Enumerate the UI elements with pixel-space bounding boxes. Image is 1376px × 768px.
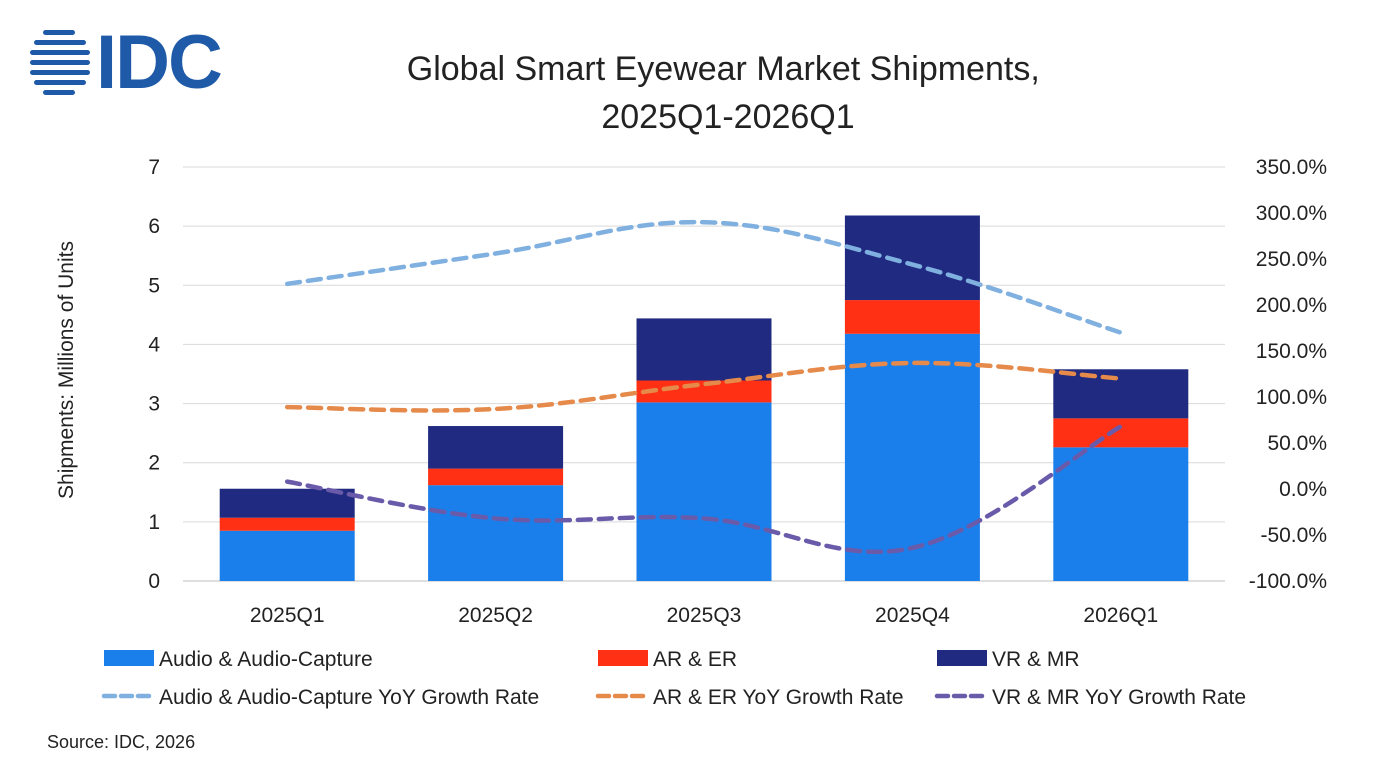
bar-segment bbox=[1053, 418, 1189, 448]
x-axis-ticks: 2025Q1 2025Q2 2025Q3 2025Q4 2026Q1 bbox=[250, 604, 1158, 627]
y-tick-label: 4 bbox=[148, 333, 160, 356]
x-tick-label: 2025Q2 bbox=[458, 604, 533, 627]
y-tick-label: 0 bbox=[148, 570, 160, 593]
growth-line bbox=[284, 219, 1124, 335]
y2-axis-ticks: -100.0% -50.0% 0.0% 50.0% 100.0% 150.0% 200.0%… bbox=[1249, 156, 1327, 593]
bar-segment bbox=[844, 333, 980, 581]
chart-title-line-1: Global Smart Eyewear Market Shipments, bbox=[407, 50, 1040, 88]
bar-segment bbox=[219, 530, 355, 581]
legend-label: Audio & Audio-Capture bbox=[159, 648, 373, 671]
y2-tick-label: 250.0% bbox=[1256, 248, 1327, 271]
y-tick-label: 7 bbox=[148, 156, 160, 179]
bar-segment bbox=[844, 300, 980, 334]
y-tick-label: 5 bbox=[148, 274, 160, 297]
y-tick-label: 3 bbox=[148, 393, 160, 416]
chart-title: Global Smart Eyewear Market Shipments, 2… bbox=[407, 50, 1049, 136]
x-tick-label: 2025Q1 bbox=[250, 604, 325, 627]
idc-logo: IDC bbox=[30, 20, 223, 105]
y-axis-label: Shipments: Millions of Units bbox=[55, 241, 78, 499]
y2-tick-label: 300.0% bbox=[1256, 202, 1327, 225]
source-note: Source: IDC, 2026 bbox=[47, 732, 195, 752]
y2-tick-label: 50.0% bbox=[1267, 432, 1327, 455]
globe-icon bbox=[30, 30, 90, 95]
x-tick-label: 2025Q3 bbox=[667, 604, 742, 627]
bar-segment bbox=[219, 488, 355, 518]
y2-tick-label: -50.0% bbox=[1260, 524, 1327, 547]
bar-segment bbox=[636, 318, 772, 381]
legend-label: VR & MR YoY Growth Rate bbox=[992, 686, 1246, 709]
y2-tick-label: 150.0% bbox=[1256, 340, 1327, 363]
legend-swatch bbox=[598, 650, 648, 666]
legend-swatch bbox=[104, 650, 154, 666]
bars bbox=[219, 215, 1189, 581]
logo-text: IDC bbox=[96, 20, 221, 105]
legend-label: VR & MR bbox=[992, 648, 1080, 671]
y-tick-label: 2 bbox=[148, 452, 160, 475]
legend-label: AR & ER bbox=[653, 648, 737, 671]
bar-segment bbox=[428, 485, 564, 581]
y2-tick-label: 350.0% bbox=[1256, 156, 1327, 179]
y2-tick-label: 200.0% bbox=[1256, 294, 1327, 317]
bar-segment bbox=[219, 517, 355, 531]
chart-title-line-2: 2025Q1-2026Q1 bbox=[601, 98, 854, 136]
growth-lines bbox=[284, 219, 1124, 554]
legend-label: AR & ER YoY Growth Rate bbox=[653, 686, 904, 709]
growth-line bbox=[284, 360, 1124, 413]
bar-segment bbox=[1053, 369, 1189, 419]
growth-line bbox=[284, 424, 1124, 554]
y-axis-ticks: 0 1 2 3 4 5 6 7 bbox=[148, 156, 160, 593]
x-tick-label: 2025Q4 bbox=[875, 604, 950, 627]
bar-segment bbox=[428, 426, 564, 469]
legend-swatch bbox=[937, 650, 987, 666]
y2-tick-label: -100.0% bbox=[1249, 570, 1327, 593]
legend-label: Audio & Audio-Capture YoY Growth Rate bbox=[159, 686, 539, 709]
bar-segment bbox=[428, 468, 564, 486]
legend: Audio & Audio-Capture AR & ER VR & MR Audio… bbox=[101, 648, 1246, 709]
bar-segment bbox=[636, 402, 772, 581]
bar-segment bbox=[1053, 447, 1189, 581]
y-tick-label: 6 bbox=[148, 215, 160, 238]
y2-tick-label: 0.0% bbox=[1279, 478, 1327, 501]
bar-segment bbox=[844, 215, 980, 301]
y2-tick-label: 100.0% bbox=[1256, 386, 1327, 409]
x-tick-label: 2026Q1 bbox=[1083, 604, 1158, 627]
y-tick-label: 1 bbox=[148, 511, 160, 534]
